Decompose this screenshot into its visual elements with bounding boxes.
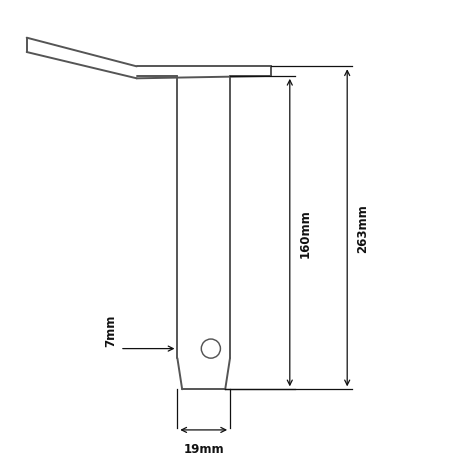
- Text: 7mm: 7mm: [104, 314, 118, 347]
- Text: 160mm: 160mm: [298, 209, 311, 257]
- Text: 19mm: 19mm: [183, 442, 224, 455]
- Text: 263mm: 263mm: [355, 204, 368, 252]
